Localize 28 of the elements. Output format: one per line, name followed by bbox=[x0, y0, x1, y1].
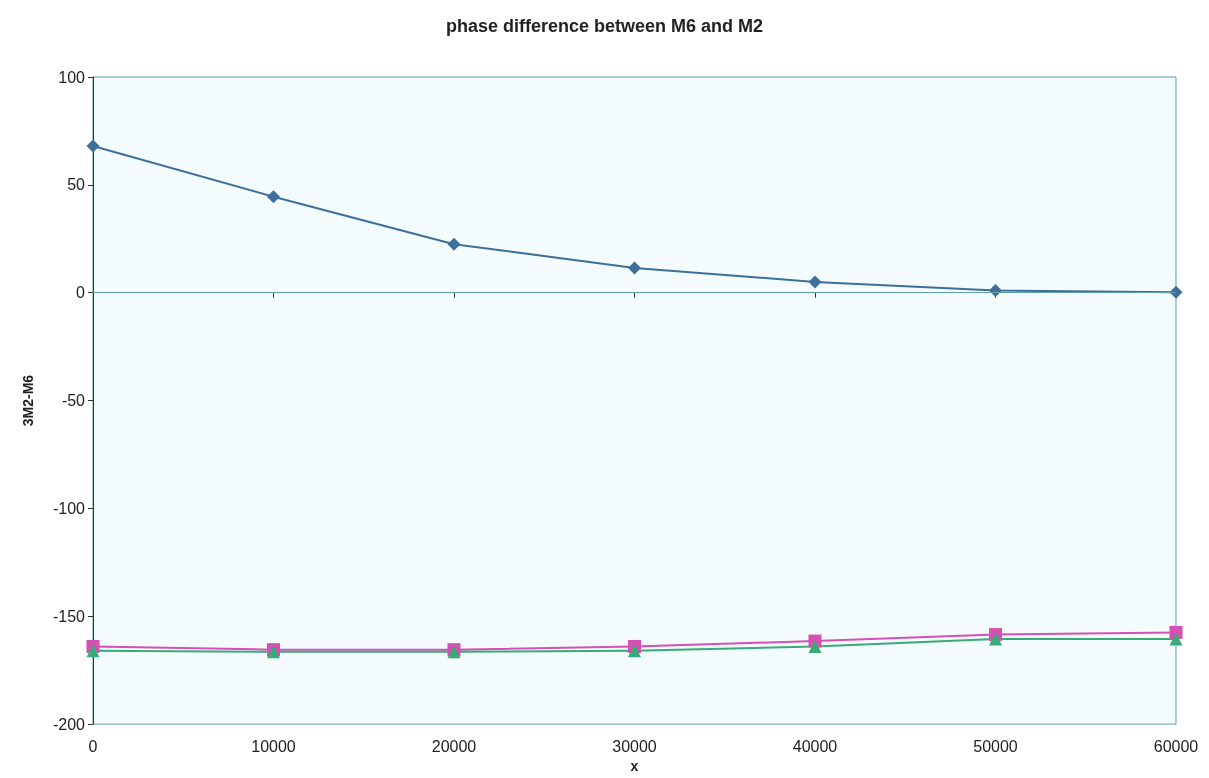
y-tick-label: 100 bbox=[58, 68, 86, 86]
point bbox=[267, 190, 280, 204]
point bbox=[86, 644, 100, 658]
point bbox=[1169, 632, 1183, 646]
x-tick-label: 40000 bbox=[792, 737, 838, 755]
point bbox=[808, 639, 822, 653]
point bbox=[628, 644, 641, 658]
point bbox=[447, 237, 461, 251]
chart-title: phase difference between M6 and M2 bbox=[445, 16, 764, 36]
x-tick-label: 30000 bbox=[612, 737, 657, 755]
y-tick-label: 50 bbox=[67, 176, 86, 194]
x-tick-label: 0 bbox=[88, 737, 98, 755]
point bbox=[808, 275, 822, 289]
point bbox=[628, 261, 641, 275]
x-tick-label: 60000 bbox=[1153, 737, 1199, 755]
y-axis-title: 3M2-M6 bbox=[20, 374, 36, 427]
x-tick-label: 20000 bbox=[431, 737, 477, 755]
y-tick-label: -50 bbox=[61, 392, 86, 410]
y-tick-label: -100 bbox=[52, 499, 86, 517]
x-tick-label: 10000 bbox=[251, 737, 296, 755]
y-tick-label: -200 bbox=[52, 715, 86, 733]
y-tick-label: -150 bbox=[52, 607, 86, 625]
point bbox=[1169, 285, 1183, 299]
y-tick-label: 0 bbox=[76, 284, 86, 302]
x-axis-title: x bbox=[630, 758, 639, 774]
point bbox=[86, 139, 100, 153]
point bbox=[989, 632, 1002, 646]
x-tick-label: 50000 bbox=[973, 737, 1018, 755]
